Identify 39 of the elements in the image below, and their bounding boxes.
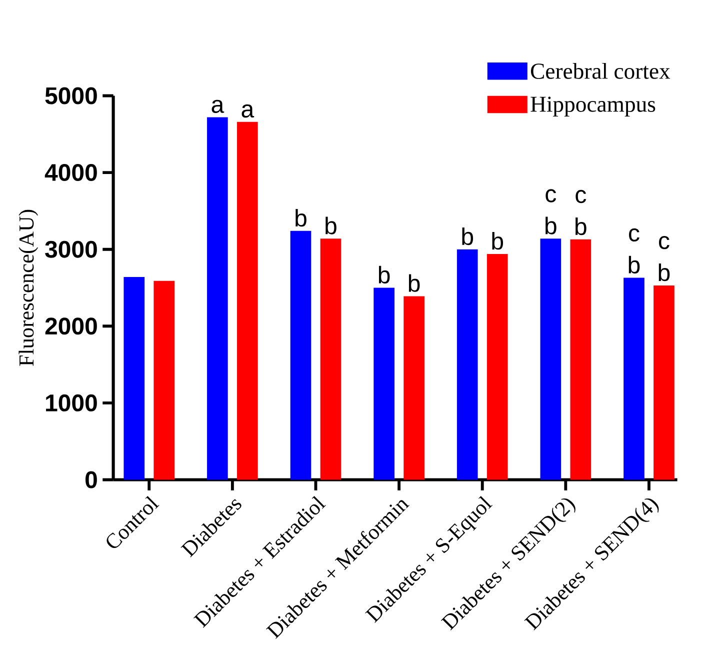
bar: [404, 296, 424, 480]
bar: [124, 276, 145, 480]
legend-label: Cerebral cortex: [530, 62, 670, 79]
annotation: c: [629, 228, 640, 242]
annotation: b: [628, 256, 640, 274]
annotation: b: [296, 209, 306, 227]
bar: [154, 280, 175, 480]
y-axis-title: Fluorescence(AU): [18, 210, 38, 366]
annotation: b: [326, 216, 336, 234]
y-tick-label: 1000: [46, 394, 97, 412]
annotation: a: [212, 100, 224, 113]
annotation: b: [658, 264, 670, 282]
bar: [374, 288, 394, 480]
annotation: a: [242, 104, 254, 118]
bar: [320, 238, 342, 480]
annotation: b: [462, 227, 474, 246]
annotation: b: [492, 232, 504, 250]
bar: [456, 249, 478, 480]
y-tick-label: 2000: [45, 318, 97, 335]
annotation: b: [576, 217, 586, 236]
y-tick-label: 3000: [45, 240, 97, 258]
annotation: b: [378, 266, 390, 284]
y-tick-label: 4000: [44, 164, 97, 182]
annotation: c: [576, 190, 586, 204]
bar: [540, 238, 562, 480]
bar: [290, 230, 312, 480]
annotation: b: [546, 216, 556, 234]
y-tick-label: 5000: [45, 87, 97, 104]
bar: [486, 254, 508, 480]
bar: [237, 122, 258, 480]
bar: [624, 278, 644, 480]
bar: [654, 285, 674, 480]
annotation: b: [408, 274, 420, 292]
bar: [570, 239, 592, 480]
bar: [207, 117, 228, 480]
legend-label: Hippocampus: [530, 96, 656, 117]
annotation: c: [659, 236, 670, 250]
y-tick-label: 0: [86, 471, 97, 488]
annotation: c: [546, 189, 556, 202]
